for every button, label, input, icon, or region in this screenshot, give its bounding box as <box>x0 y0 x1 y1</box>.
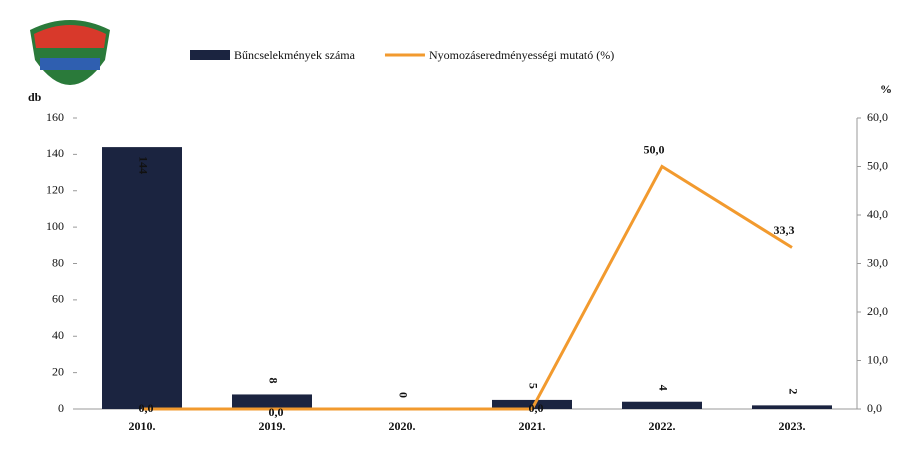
x-tick-label: 2023. <box>779 419 806 433</box>
line-value-label: 0,0 <box>269 405 284 419</box>
y-tick-label: 20 <box>52 364 64 378</box>
x-tick-label: 2019. <box>259 419 286 433</box>
bar-value-label: 5 <box>526 383 540 389</box>
bar-value-label: 2 <box>786 388 800 394</box>
line-value-label: 0,0 <box>139 401 154 415</box>
bar-value-label: 0 <box>396 392 410 398</box>
y2-axis-label: % <box>880 82 892 96</box>
y2-tick-label: 40,0 <box>867 207 888 221</box>
bar <box>232 394 312 409</box>
x-tick-label: 2010. <box>129 419 156 433</box>
line-value-label: 0,0 <box>529 401 544 415</box>
bar-value-label: 4 <box>656 385 670 391</box>
y2-tick-label: 60,0 <box>867 110 888 124</box>
bar <box>752 405 832 409</box>
y2-tick-label: 50,0 <box>867 158 888 172</box>
x-tick-label: 2021. <box>519 419 546 433</box>
bar <box>102 147 182 409</box>
line-value-label: 33,3 <box>774 223 795 237</box>
legend-label: Bűncselekmények száma <box>234 48 356 62</box>
logo <box>30 20 110 85</box>
y2-tick-label: 10,0 <box>867 352 888 366</box>
y-tick-label: 40 <box>52 328 64 342</box>
y-tick-label: 100 <box>46 219 64 233</box>
y-tick-label: 0 <box>58 401 64 415</box>
y-tick-label: 60 <box>52 292 64 306</box>
bar-value-label: 144 <box>136 156 150 174</box>
y2-tick-label: 20,0 <box>867 304 888 318</box>
y-tick-label: 120 <box>46 183 64 197</box>
bar-value-label: 8 <box>266 377 280 383</box>
y-tick-label: 160 <box>46 110 64 124</box>
y2-tick-label: 0,0 <box>867 401 882 415</box>
y-tick-label: 80 <box>52 255 64 269</box>
bar <box>622 401 702 409</box>
y2-tick-label: 30,0 <box>867 255 888 269</box>
bar <box>492 399 572 409</box>
y-axis-label: db <box>28 90 42 104</box>
x-tick-label: 2020. <box>389 419 416 433</box>
line <box>142 164 793 411</box>
line-value-label: 50,0 <box>644 142 665 156</box>
x-tick-label: 2022. <box>649 419 676 433</box>
legend-label: Nyomozáseredményességi mutató (%) <box>429 48 614 62</box>
legend-swatch <box>190 50 230 60</box>
y-tick-label: 140 <box>46 146 64 160</box>
